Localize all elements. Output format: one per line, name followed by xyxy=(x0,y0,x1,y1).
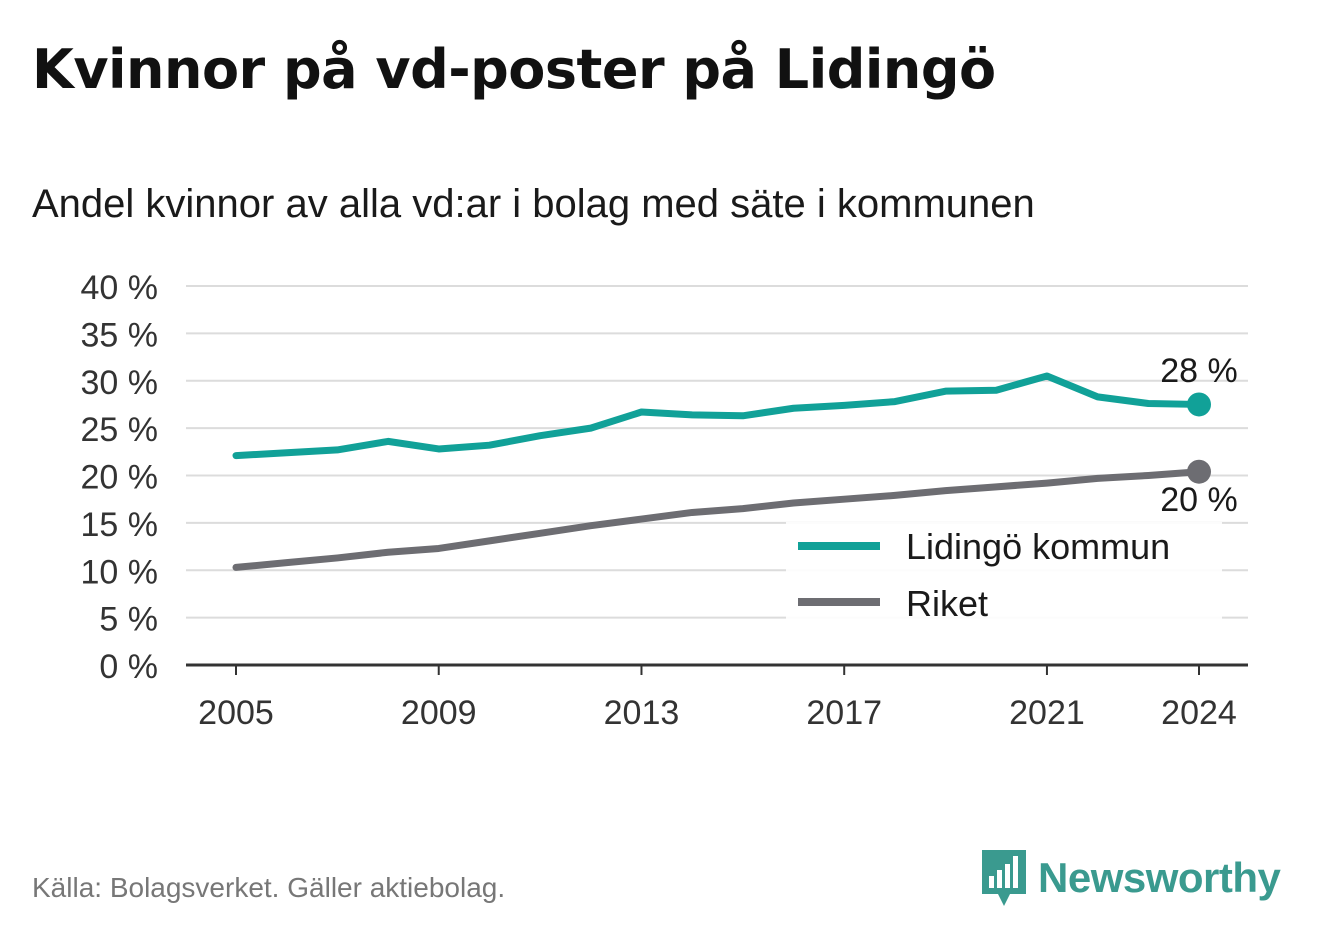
y-tick-label: 0 % xyxy=(99,648,158,686)
legend-label-riket: Riket xyxy=(906,583,988,624)
y-tick-label: 40 % xyxy=(81,269,159,307)
x-tick-label: 2009 xyxy=(401,694,477,732)
series-line-riket xyxy=(232,468,1203,571)
grid-lines xyxy=(186,285,1248,619)
x-tick-label: 2024 xyxy=(1161,694,1237,732)
source-note: Källa: Bolagsverket. Gäller aktiebolag. xyxy=(32,872,506,903)
series-lines xyxy=(232,372,1211,571)
newsworthy-logo-icon xyxy=(982,850,1026,906)
end-label-riket: 20 % xyxy=(1160,481,1238,519)
y-tick-label: 30 % xyxy=(81,364,159,402)
x-tick-label: 2005 xyxy=(198,694,274,732)
series-line-lidingo xyxy=(232,372,1203,460)
y-tick-label: 25 % xyxy=(81,411,159,449)
brand-name: Newsworthy xyxy=(1038,854,1281,901)
x-axis-ticks: 2005 2009 2013 2017 2021 2024 xyxy=(198,665,1237,732)
x-tick-label: 2013 xyxy=(604,694,680,732)
x-tick-label: 2017 xyxy=(806,694,882,732)
end-point-riket xyxy=(1187,459,1211,484)
y-tick-label: 10 % xyxy=(81,553,159,591)
brand-logo: Newsworthy xyxy=(980,848,1281,908)
y-tick-label: 35 % xyxy=(81,316,159,354)
x-tick-label: 2021 xyxy=(1009,694,1085,732)
end-point-lidingo xyxy=(1187,392,1211,417)
y-tick-label: 15 % xyxy=(81,506,159,544)
y-tick-label: 20 % xyxy=(81,459,159,497)
end-label-lidingo: 28 % xyxy=(1160,352,1238,390)
y-tick-label: 5 % xyxy=(99,601,158,639)
legend: Lidingö kommun Riket xyxy=(786,522,1222,624)
chart-title: Kvinnor på vd-poster på Lidingö xyxy=(32,38,996,101)
chart-subtitle: Andel kvinnor av alla vd:ar i bolag med … xyxy=(32,182,1035,226)
legend-label-lidingo: Lidingö kommun xyxy=(906,526,1170,567)
y-axis-ticks: 0 % 5 % 10 % 15 % 20 % 25 % 30 % 35 % 40 % xyxy=(81,269,159,686)
